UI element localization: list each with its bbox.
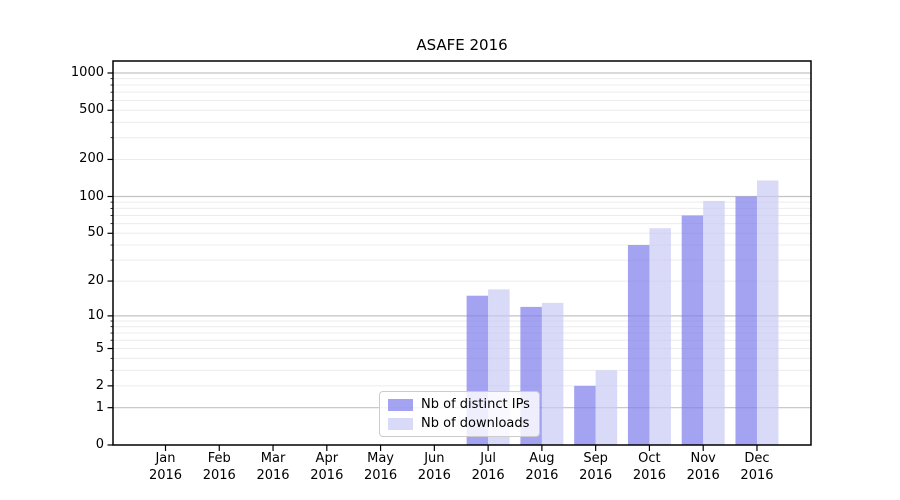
bar-nb-of-downloads-sep (595, 370, 618, 445)
legend: Nb of distinct IPs Nb of downloads (379, 391, 540, 437)
y-tick-label: 50 (87, 225, 104, 241)
y-tick-label: 1 (95, 399, 104, 415)
x-tick-year: 2016 (632, 468, 666, 483)
x-tick-year: 2016 (579, 468, 613, 483)
legend-item-distinct-ips: Nb of distinct IPs (388, 397, 530, 412)
bar-nb-of-distinct-ips-oct (627, 245, 650, 445)
x-tick-month: Mar (260, 451, 286, 466)
legend-label-distinct-ips: Nb of distinct IPs (421, 397, 530, 412)
legend-label-downloads: Nb of downloads (421, 416, 530, 431)
bar-nb-of-downloads-aug (541, 302, 564, 445)
x-tick-label: Nov 2016 (673, 450, 733, 484)
x-tick-month: Jan (155, 451, 176, 466)
plot-border (112, 60, 812, 446)
x-tick-label: Jun 2016 (404, 450, 464, 484)
x-tick-year: 2016 (256, 468, 290, 483)
x-tick-label: Dec 2016 (727, 450, 787, 484)
bar-nb-of-downloads-oct (649, 228, 671, 445)
x-tick-month: Feb (207, 451, 231, 466)
y-tick-label: 10 (87, 307, 104, 323)
x-tick-year: 2016 (148, 468, 183, 483)
x-tick-label: Aug 2016 (512, 450, 572, 484)
bar-nb-of-distinct-ips-dec (735, 196, 757, 445)
x-tick-month: Jun (424, 451, 445, 466)
legend-item-downloads: Nb of downloads (388, 416, 530, 431)
chart-title: ASAFE 2016 (416, 36, 508, 54)
y-tick-label: 1000 (70, 65, 104, 80)
x-tick-label: Sep 2016 (566, 450, 626, 484)
y-tick-label: 500 (79, 102, 104, 118)
y-tick-label: 2 (95, 377, 104, 393)
x-tick-month: Apr (315, 451, 339, 466)
x-tick-year: 2016 (471, 468, 505, 483)
x-tick-year: 2016 (740, 468, 774, 483)
x-tick-month: Aug (529, 451, 555, 466)
bar-nb-of-distinct-ips-sep (574, 385, 596, 445)
legend-swatch-distinct-ips (388, 398, 413, 411)
y-tick-label: 20 (87, 273, 104, 289)
x-tick-label: May 2016 (351, 450, 411, 484)
x-tick-label: Apr 2016 (297, 450, 357, 484)
x-tick-year: 2016 (202, 468, 236, 483)
x-tick-month: Oct (638, 451, 661, 466)
x-tick-month: Nov (690, 451, 716, 466)
x-tick-year: 2016 (525, 468, 559, 483)
x-tick-year: 2016 (364, 468, 398, 483)
bar-nb-of-downloads-nov (703, 200, 725, 445)
x-tick-year: 2016 (417, 468, 451, 483)
x-tick-label: Jul 2016 (458, 450, 518, 484)
legend-swatch-downloads (388, 417, 413, 430)
y-tick-label: 0 (95, 437, 104, 452)
x-tick-label: Feb 2016 (189, 450, 249, 484)
y-tick-label: 200 (79, 151, 104, 167)
x-tick-label: Jan 2016 (136, 450, 196, 484)
bar-nb-of-distinct-ips-nov (681, 215, 704, 445)
x-tick-month: Sep (583, 451, 608, 466)
y-tick-label: 100 (79, 188, 104, 204)
x-tick-label: Mar 2016 (243, 450, 303, 484)
y-tick-label: 5 (95, 340, 104, 356)
bar-nb-of-downloads-dec (756, 180, 779, 446)
x-tick-month: May (367, 451, 395, 466)
x-tick-year: 2016 (686, 468, 720, 483)
x-tick-month: Jul (480, 451, 496, 466)
x-tick-label: Oct 2016 (619, 450, 679, 484)
x-tick-month: Dec (744, 451, 770, 466)
x-tick-year: 2016 (310, 468, 344, 483)
